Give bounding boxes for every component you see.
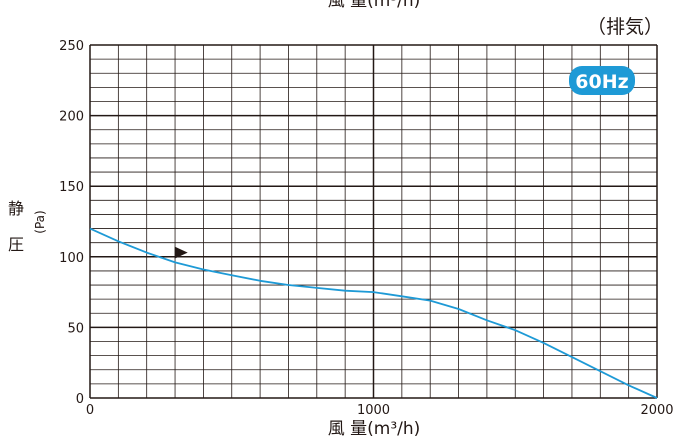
y-tick-label: 100 xyxy=(59,251,84,266)
y-axis-unit: (Pa) xyxy=(33,210,47,233)
y-axis-label-pressure: 圧 xyxy=(8,235,24,254)
x-tick-label: 1000 xyxy=(357,403,390,418)
x-tick-label: 2000 xyxy=(640,403,673,418)
y-tick-label: 0 xyxy=(76,392,84,407)
y-axis-label-static: 静 xyxy=(8,199,24,218)
exhaust-condition-label: （排気） xyxy=(587,16,663,38)
x-axis-title: 風 量(m³/h) xyxy=(328,419,421,439)
major-grid xyxy=(89,44,658,399)
frequency-badge-label: 60Hz xyxy=(575,71,628,93)
x-tick-labels: 0 1000 2000 xyxy=(86,403,674,418)
x-tick-label: 0 xyxy=(86,403,94,418)
y-tick-label: 200 xyxy=(59,110,84,125)
y-tick-label: 150 xyxy=(59,180,84,195)
y-tick-labels: 0 50 100 150 200 250 xyxy=(59,39,84,407)
series-layer xyxy=(89,227,658,399)
direction-marker-triangle xyxy=(174,246,188,259)
frequency-badge-background xyxy=(569,66,635,95)
series-line xyxy=(89,227,658,399)
chart-top-title: 風 量(m³/h) xyxy=(328,0,421,11)
y-tick-label: 250 xyxy=(59,39,84,54)
y-tick-label: 50 xyxy=(67,321,84,336)
frequency-badge: 60Hz xyxy=(569,66,635,95)
